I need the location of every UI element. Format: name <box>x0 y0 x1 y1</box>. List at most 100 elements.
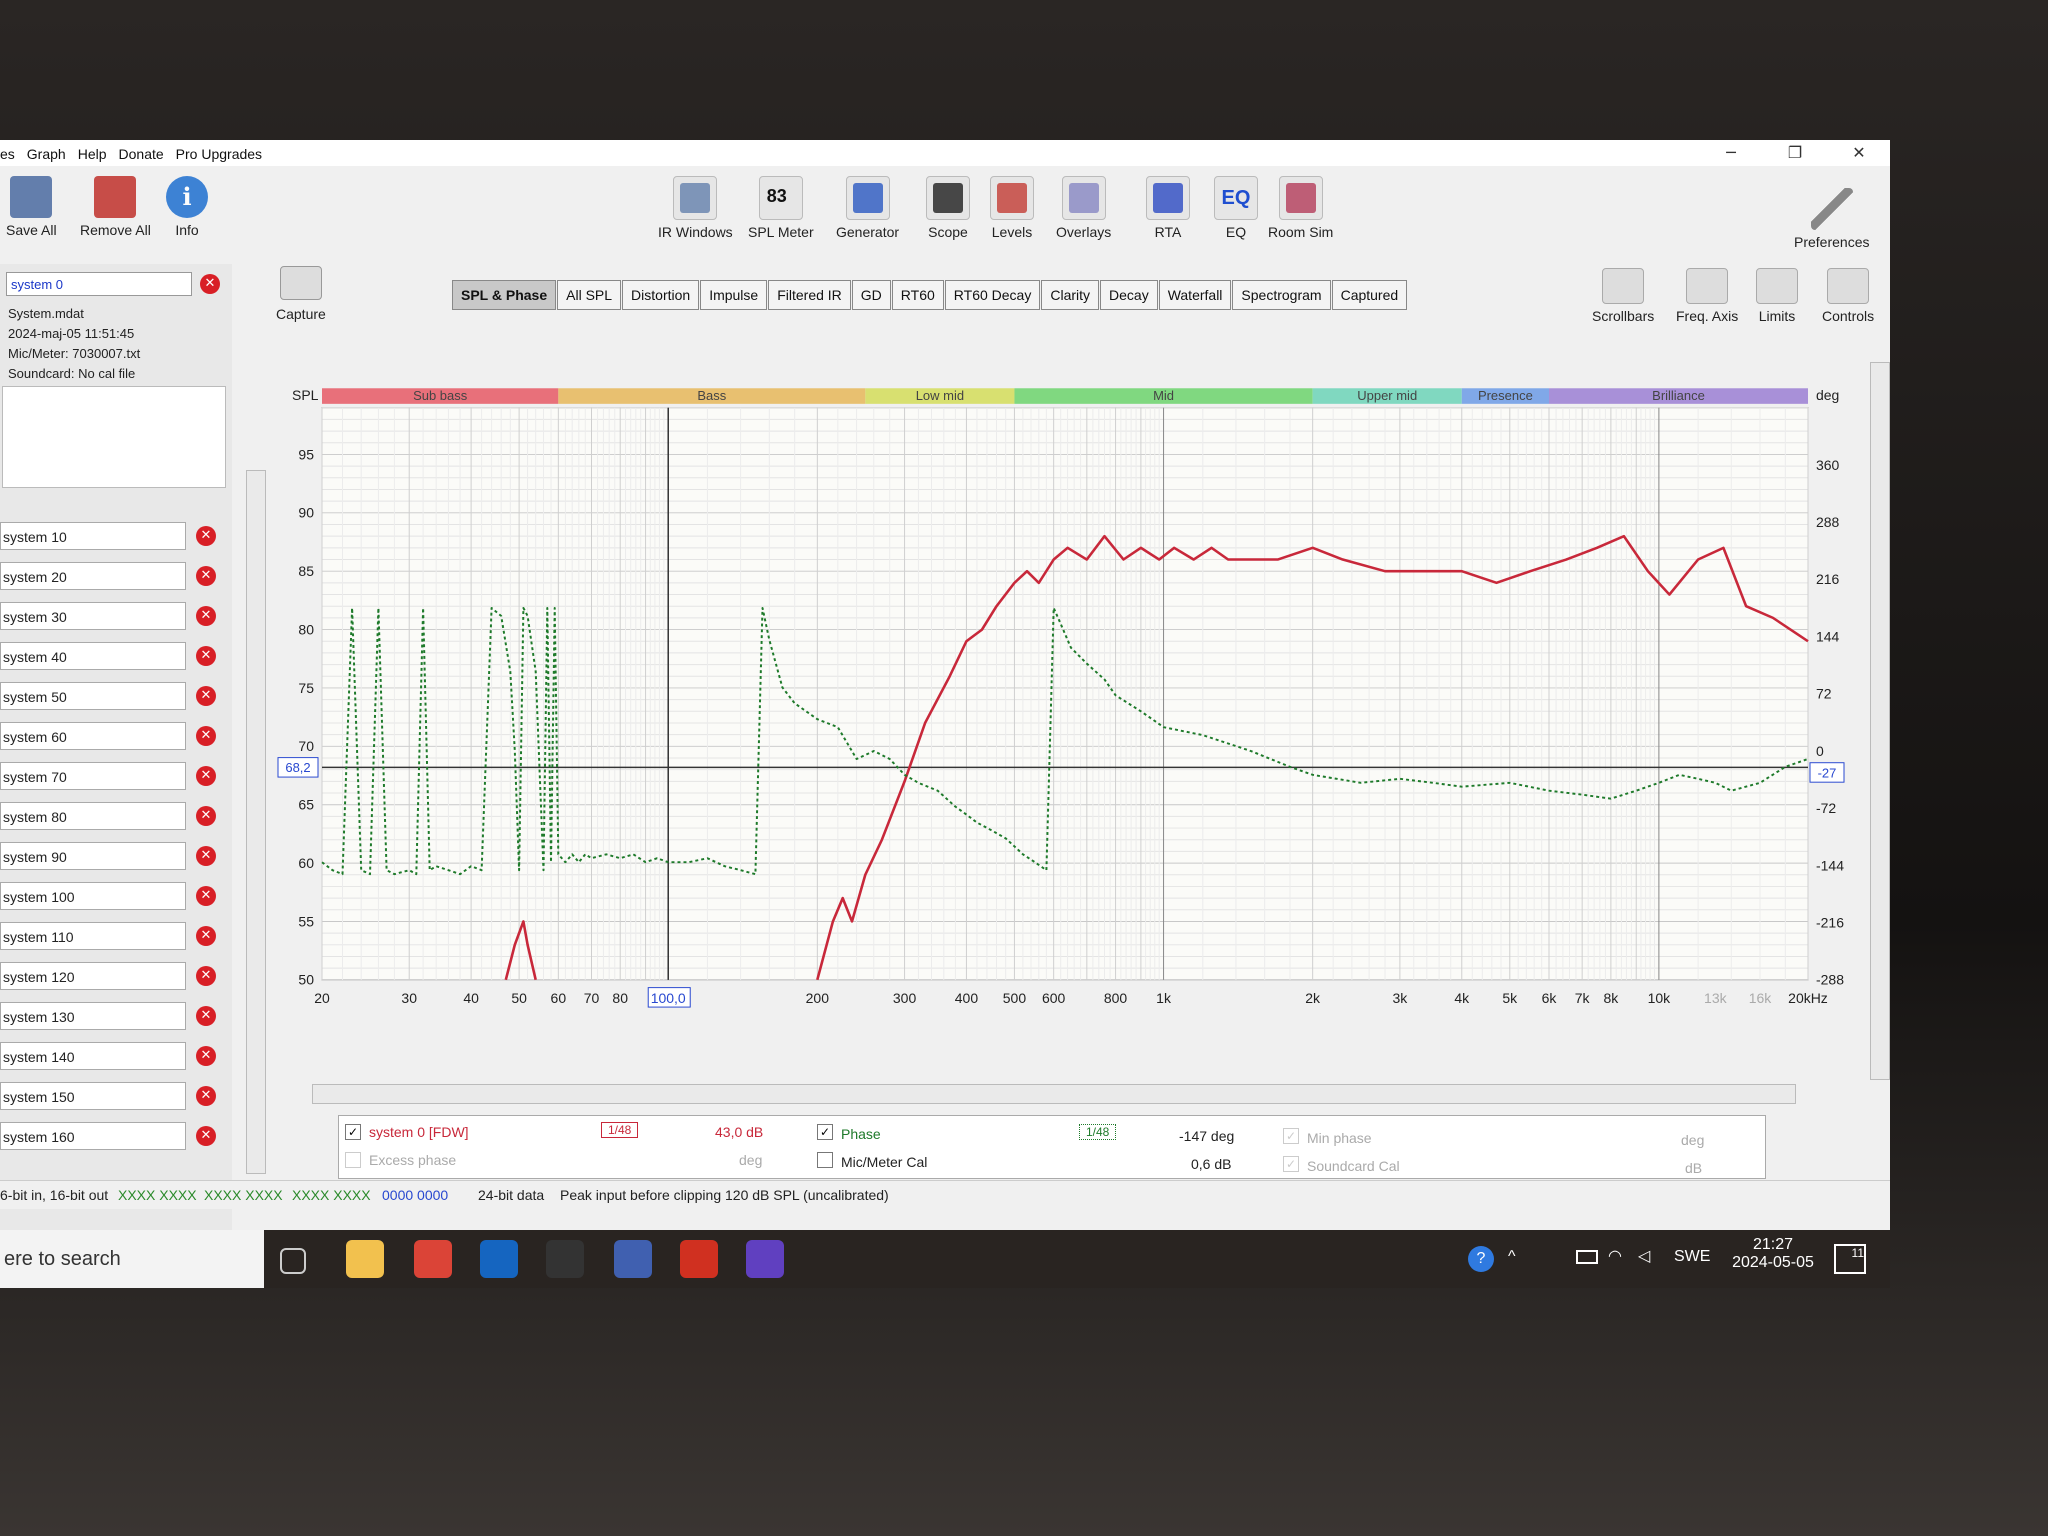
capture-button[interactable]: Capture <box>276 266 326 322</box>
remove-measurement-icon[interactable]: ✕ <box>196 1086 216 1106</box>
menu-item[interactable]: Pro Upgrades <box>175 146 263 162</box>
tab-gd[interactable]: GD <box>851 280 891 310</box>
min-phase-checkbox[interactable]: ✓ <box>1283 1128 1299 1144</box>
measurement-item[interactable]: system 60 <box>0 722 186 750</box>
remove-measurement-icon[interactable]: ✕ <box>196 846 216 866</box>
minimize-button[interactable]: ─ <box>1726 143 1736 162</box>
levels-button[interactable]: Levels <box>990 176 1034 240</box>
chrome-icon[interactable] <box>414 1240 452 1278</box>
file-explorer-icon[interactable] <box>346 1240 384 1278</box>
graph-vertical-scrollbar[interactable] <box>1870 362 1890 1080</box>
remove-all-button[interactable]: Remove All <box>80 176 151 238</box>
remove-measurement-icon[interactable]: ✕ <box>196 646 216 666</box>
generator-button[interactable]: Generator <box>836 176 899 240</box>
tab-waterfall[interactable]: Waterfall <box>1158 280 1232 310</box>
remove-measurement-icon[interactable]: ✕ <box>196 726 216 746</box>
phase-smoothing-selector[interactable]: 1/48 <box>1079 1124 1117 1140</box>
remove-measurement-icon[interactable]: ✕ <box>196 566 216 586</box>
menu-item[interactable]: Graph <box>26 146 66 162</box>
measurement-item[interactable]: system 20 <box>0 562 186 590</box>
freq-axis-button[interactable]: Freq. Axis <box>1676 268 1738 324</box>
tab-filtered-ir[interactable]: Filtered IR <box>768 280 851 310</box>
soundcard-cal-checkbox[interactable]: ✓ <box>1283 1156 1299 1172</box>
excess-phase-checkbox[interactable] <box>345 1152 361 1168</box>
limits-button[interactable]: Limits <box>1756 268 1798 324</box>
ir-windows-button[interactable]: IR Windows <box>658 176 733 240</box>
remove-measurement-icon[interactable]: ✕ <box>196 526 216 546</box>
remove-measurement-icon[interactable]: ✕ <box>196 766 216 786</box>
tab-impulse[interactable]: Impulse <box>700 280 768 310</box>
task-view-icon[interactable] <box>280 1248 306 1274</box>
controls-button[interactable]: Controls <box>1822 268 1874 324</box>
tab-spl-phase[interactable]: SPL & Phase <box>452 280 557 310</box>
wifi-icon[interactable]: ◠ <box>1608 1248 1622 1265</box>
measurement-item[interactable]: system 120 <box>0 962 186 990</box>
remove-selected-icon[interactable]: ✕ <box>200 274 220 294</box>
language-indicator[interactable]: SWE <box>1674 1248 1711 1265</box>
smoothing-selector[interactable]: 1/48 <box>601 1122 639 1138</box>
scope-button[interactable]: Scope <box>926 176 970 240</box>
measurement-item[interactable]: system 90 <box>0 842 186 870</box>
tab-distortion[interactable]: Distortion <box>622 280 700 310</box>
volume-icon[interactable]: ◁ <box>1638 1248 1651 1265</box>
outlook-icon[interactable] <box>480 1240 518 1278</box>
rta-button[interactable]: RTA <box>1146 176 1190 240</box>
series-checkbox[interactable]: ✓ <box>345 1124 361 1140</box>
menu-item[interactable]: es <box>0 146 15 162</box>
menu-item[interactable]: Help <box>77 146 107 162</box>
measurement-item[interactable]: system 130 <box>0 1002 186 1030</box>
tab-captured[interactable]: Captured <box>1331 280 1408 310</box>
measurement-list-scrollbar[interactable] <box>246 470 266 1174</box>
app-purple-icon[interactable] <box>746 1240 784 1278</box>
tab-rt60[interactable]: RT60 <box>891 280 944 310</box>
taskbar-search[interactable]: ere to search <box>0 1230 264 1288</box>
measurement-item[interactable]: system 110 <box>0 922 186 950</box>
measurement-item[interactable]: system 10 <box>0 522 186 550</box>
help-icon[interactable]: ? <box>1468 1246 1494 1272</box>
mic-cal-checkbox[interactable] <box>817 1152 833 1168</box>
remove-measurement-icon[interactable]: ✕ <box>196 1006 216 1026</box>
spl-meter-button[interactable]: 83 SPL Meter <box>748 176 814 240</box>
graph-horizontal-scrollbar[interactable] <box>312 1084 1796 1104</box>
obs-icon[interactable] <box>546 1240 584 1278</box>
info-button[interactable]: i Info <box>166 176 208 238</box>
rew-icon[interactable] <box>614 1240 652 1278</box>
remove-measurement-icon[interactable]: ✕ <box>196 966 216 986</box>
remove-measurement-icon[interactable]: ✕ <box>196 1126 216 1146</box>
menu-item[interactable]: Donate <box>118 146 164 162</box>
chevron-up-icon[interactable]: ^ <box>1508 1248 1516 1265</box>
remove-measurement-icon[interactable]: ✕ <box>196 1046 216 1066</box>
eq-button[interactable]: EQ EQ <box>1214 176 1258 240</box>
room-sim-button[interactable]: Room Sim <box>1268 176 1333 240</box>
measurement-item[interactable]: system 160 <box>0 1122 186 1150</box>
remove-measurement-icon[interactable]: ✕ <box>196 886 216 906</box>
measurement-item[interactable]: system 70 <box>0 762 186 790</box>
remove-measurement-icon[interactable]: ✕ <box>196 806 216 826</box>
preferences-button[interactable]: Preferences <box>1794 188 1869 250</box>
tab-clarity[interactable]: Clarity <box>1041 280 1100 310</box>
tab-decay[interactable]: Decay <box>1100 280 1158 310</box>
selected-measurement-name[interactable]: system 0 <box>6 272 192 296</box>
remove-measurement-icon[interactable]: ✕ <box>196 606 216 626</box>
measurement-item[interactable]: system 30 <box>0 602 186 630</box>
measurement-item[interactable]: system 100 <box>0 882 186 910</box>
clock[interactable]: 21:27 2024-05-05 <box>1728 1236 1818 1272</box>
notes-box[interactable] <box>2 386 226 488</box>
spl-phase-graph[interactable]: Sub bass Bass Low mid Mid Upper mid Presence B… <box>260 326 1870 1046</box>
remove-measurement-icon[interactable]: ✕ <box>196 686 216 706</box>
measurement-item[interactable]: system 50 <box>0 682 186 710</box>
maximize-button[interactable]: ❐ <box>1787 143 1803 162</box>
save-all-button[interactable]: Save All <box>6 176 57 238</box>
measurement-item[interactable]: system 150 <box>0 1082 186 1110</box>
tab-rt60-decay[interactable]: RT60 Decay <box>944 280 1041 310</box>
close-button[interactable]: ✕ <box>1852 143 1866 162</box>
measurement-item[interactable]: system 40 <box>0 642 186 670</box>
overlays-button[interactable]: Overlays <box>1056 176 1111 240</box>
tab-all-spl[interactable]: All SPL <box>557 280 622 310</box>
notification-icon[interactable]: 11 <box>1834 1244 1866 1274</box>
remove-measurement-icon[interactable]: ✕ <box>196 926 216 946</box>
scrollbars-button[interactable]: Scrollbars <box>1592 268 1654 324</box>
measurement-item[interactable]: system 80 <box>0 802 186 830</box>
measurement-item[interactable]: system 140 <box>0 1042 186 1070</box>
battery-icon[interactable] <box>1576 1250 1598 1264</box>
